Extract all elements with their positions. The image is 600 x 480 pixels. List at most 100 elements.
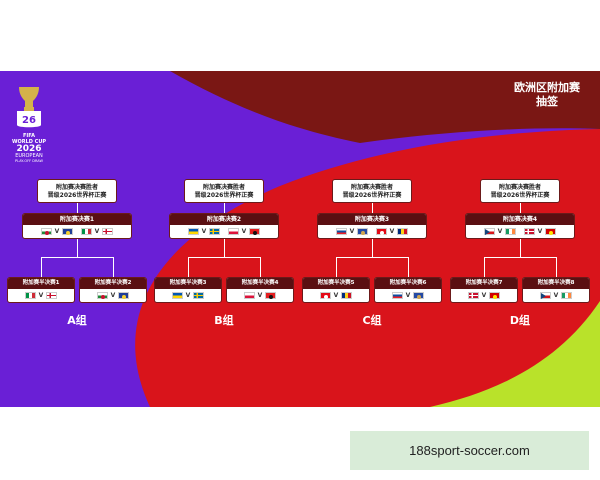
vs-mark: V <box>185 292 191 299</box>
final-match-label: 附加赛决赛1 <box>23 214 131 225</box>
semi-final-box[interactable]: 附加赛半决赛3 V <box>154 277 222 303</box>
vs-mark: V <box>54 228 60 235</box>
bosnia-flag-icon <box>62 228 73 235</box>
wales-flag-icon <box>97 292 108 299</box>
north-macedonia-flag-icon <box>545 228 556 235</box>
title-line-2: 抽签 <box>536 95 558 108</box>
semi-final-box[interactable]: 附加赛半决赛7 V <box>450 277 518 303</box>
czechia-flag-icon <box>484 228 495 235</box>
connector-line <box>371 203 373 213</box>
final-match-box[interactable]: 附加赛决赛2 V V <box>169 213 279 239</box>
svg-text:26: 26 <box>22 115 36 126</box>
semi-final-flags: V <box>303 289 369 302</box>
albania-flag-icon <box>249 228 260 235</box>
logo-world-cup: WORLD CUP <box>11 139 47 145</box>
world-cup-logo: 26 FIFA WORLD CUP 2026 EUROPEAN PLAY-OFF… <box>6 85 52 163</box>
semi-final-box[interactable]: 附加赛半决赛2 V <box>79 277 147 303</box>
sweden-flag-icon <box>209 228 220 235</box>
connector-line <box>223 203 225 213</box>
slovakia-flag-icon <box>392 292 403 299</box>
northern-ireland-flag-icon <box>46 292 57 299</box>
semi-final-flags: V <box>8 289 74 302</box>
semi-final-flags: V <box>227 289 293 302</box>
vs-mark: V <box>333 292 339 299</box>
vs-mark: V <box>405 292 411 299</box>
final-match-label: 附加赛决赛4 <box>466 214 574 225</box>
slovakia-flag-icon <box>336 228 347 235</box>
ad-banner[interactable]: 188sport-soccer.com <box>350 431 589 470</box>
vs-mark: V <box>94 228 100 235</box>
turkey-flag-icon <box>320 292 331 299</box>
winner-line-1: 附加赛决赛胜者 <box>350 184 393 191</box>
winner-line-2: 晋级2026世界杯正赛 <box>490 192 550 199</box>
connector-line <box>407 257 409 277</box>
romania-flag-icon <box>397 228 408 235</box>
connector-line <box>76 239 78 257</box>
logo-european: EUROPEAN <box>15 153 43 159</box>
semi-final-flags: V <box>451 289 517 302</box>
connector-line <box>76 203 78 213</box>
title-line-1: 欧洲区附加赛 <box>514 81 580 94</box>
north-macedonia-flag-icon <box>489 292 500 299</box>
vs-mark: V <box>349 228 355 235</box>
connector-line <box>40 257 42 277</box>
connector-line <box>187 257 189 277</box>
kosovo-flag-icon <box>357 228 368 235</box>
logo-playoff-draw: PLAY-OFF DRAW <box>15 159 43 163</box>
vs-mark: V <box>537 228 543 235</box>
connector-line <box>188 257 260 258</box>
semi-final-label: 附加赛半决赛2 <box>80 278 146 289</box>
albania-flag-icon <box>265 292 276 299</box>
ireland-flag-icon <box>505 228 516 235</box>
semi-final-box[interactable]: 附加赛半决赛5 V <box>302 277 370 303</box>
italy-flag-icon <box>25 292 36 299</box>
connector-line <box>41 257 113 258</box>
semi-final-box[interactable]: 附加赛半决赛4 V <box>226 277 294 303</box>
semi-final-box[interactable]: 附加赛半决赛8 V <box>522 277 590 303</box>
connector-line <box>519 239 521 257</box>
vs-mark: V <box>553 292 559 299</box>
group-label: B组 <box>214 314 234 327</box>
connector-line <box>336 257 408 258</box>
semi-final-flags: V <box>375 289 441 302</box>
wales-flag-icon <box>41 228 52 235</box>
czechia-flag-icon <box>540 292 551 299</box>
italy-flag-icon <box>81 228 92 235</box>
winner-line-1: 附加赛决赛胜者 <box>498 184 541 191</box>
winner-line-2: 晋级2026世界杯正赛 <box>342 192 402 199</box>
connector-line <box>519 203 521 213</box>
vs-mark: V <box>481 292 487 299</box>
semi-final-label: 附加赛半决赛7 <box>451 278 517 289</box>
denmark-flag-icon <box>524 228 535 235</box>
trophy-icon: 26 <box>17 87 41 128</box>
semi-final-label: 附加赛半决赛4 <box>227 278 293 289</box>
vs-mark: V <box>38 292 44 299</box>
semi-final-box[interactable]: 附加赛半决赛6 V <box>374 277 442 303</box>
group-label: C组 <box>362 314 382 327</box>
connector-line <box>259 257 261 277</box>
ad-text: 188sport-soccer.com <box>409 443 530 458</box>
poster-background <box>0 71 600 407</box>
connector-line <box>112 257 114 277</box>
semi-final-label: 附加赛半决赛6 <box>375 278 441 289</box>
vs-mark: V <box>201 228 207 235</box>
winner-line-2: 晋级2026世界杯正赛 <box>194 192 254 199</box>
final-match-box[interactable]: 附加赛决赛1 V V <box>22 213 132 239</box>
denmark-flag-icon <box>468 292 479 299</box>
ukraine-flag-icon <box>172 292 183 299</box>
poland-flag-icon <box>228 228 239 235</box>
final-match-box[interactable]: 附加赛决赛3 V V <box>317 213 427 239</box>
final-match-box[interactable]: 附加赛决赛4 V V <box>465 213 575 239</box>
winner-line-1: 附加赛决赛胜者 <box>202 184 245 191</box>
logo-year: 2026 <box>16 144 42 154</box>
ukraine-flag-icon <box>188 228 199 235</box>
semi-final-box[interactable]: 附加赛半决赛1 V <box>7 277 75 303</box>
connector-line <box>483 257 485 277</box>
bosnia-flag-icon <box>118 292 129 299</box>
poland-flag-icon <box>244 292 255 299</box>
sweden-flag-icon <box>193 292 204 299</box>
winner-line-2: 晋级2026世界杯正赛 <box>47 192 107 199</box>
winner-box: 附加赛决赛胜者 晋级2026世界杯正赛 <box>37 179 117 203</box>
